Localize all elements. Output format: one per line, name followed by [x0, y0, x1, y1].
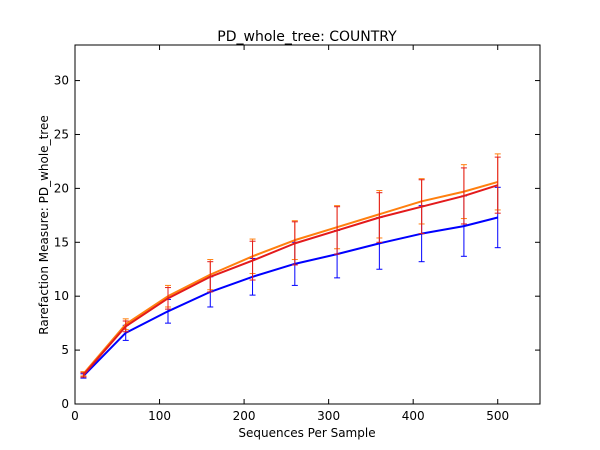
series-2 — [80, 156, 501, 378]
series-line — [82, 180, 499, 375]
axis-ticks: 0 100 200 300 400 500 0 5 10 15 20 25 30 — [54, 45, 540, 423]
y-tick-label: 25 — [54, 127, 69, 141]
x-tick-label: 500 — [486, 409, 509, 423]
series-layer — [80, 153, 501, 379]
x-tick-label: 100 — [148, 409, 171, 423]
y-axis-label: Rarefaction Measure: PD_whole_tree — [37, 115, 51, 334]
series-line — [82, 184, 499, 376]
x-tick-label: 300 — [317, 409, 340, 423]
y-tick-label: 5 — [61, 343, 69, 357]
chart-title: PD_whole_tree: COUNTRY — [217, 29, 397, 45]
plot-area — [74, 44, 541, 405]
y-tick-label: 20 — [54, 181, 69, 195]
y-tick-label: 30 — [54, 74, 69, 88]
y-tick-label: 10 — [54, 289, 69, 303]
y-tick-label: 0 — [61, 397, 69, 411]
x-tick-label: 200 — [233, 409, 256, 423]
y-tick-label: 15 — [54, 235, 69, 249]
series-0 — [80, 186, 501, 379]
x-tick-label: 400 — [402, 409, 425, 423]
x-tick-label: 0 — [71, 409, 79, 423]
x-axis-label: Sequences Per Sample — [238, 426, 375, 440]
